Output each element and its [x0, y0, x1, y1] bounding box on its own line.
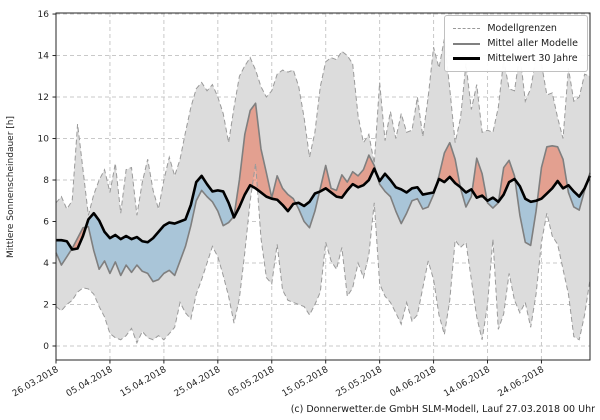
- y-tick-label: 16: [38, 10, 50, 20]
- climate-mean-line: [56, 167, 592, 251]
- y-tick-label: 12: [38, 93, 49, 103]
- legend-item-model-mean: Mittel aller Modelle: [453, 36, 578, 51]
- legend: Modellgrenzen Mittel aller Modelle Mitte…: [444, 15, 588, 72]
- x-tick-label: 04.06.2018: [388, 365, 438, 400]
- legend-item-climate-mean: Mittelwert 30 Jahre: [453, 51, 578, 66]
- y-tick-label: 10: [38, 135, 50, 145]
- band-upper-line: [55, 38, 591, 216]
- legend-label: Mittelwert 30 Jahre: [487, 53, 578, 64]
- x-tick-label: 15.04.2018: [119, 365, 169, 400]
- x-tick-label: 14.06.2018: [442, 365, 492, 400]
- y-tick-label: 0: [43, 342, 49, 352]
- x-tick-label: 26.03.2018: [11, 365, 61, 400]
- y-tick-label: 6: [43, 218, 49, 228]
- x-tick-label: 15.05.2018: [281, 365, 331, 400]
- y-tick-label: 4: [43, 259, 49, 269]
- x-tick-label: 24.06.2018: [496, 365, 546, 400]
- band-lower-line: [55, 163, 591, 345]
- y-tick-label: 8: [43, 176, 49, 186]
- black-line-swatch-icon: [453, 57, 481, 60]
- copyright-text: (c) Donnerwetter.de GmbH SLM-Modell, Lau…: [290, 404, 595, 415]
- gray-line-swatch-icon: [453, 42, 481, 45]
- x-tick-label: 25.05.2018: [335, 365, 385, 400]
- legend-label: Modellgrenzen: [487, 23, 557, 34]
- x-tick-label: 05.04.2018: [65, 365, 115, 400]
- y-tick-label: 14: [38, 52, 50, 62]
- legend-label: Mittel aller Modelle: [487, 38, 578, 49]
- y-tick-label: 2: [43, 301, 49, 311]
- x-tick-label: 25.04.2018: [173, 365, 223, 400]
- plot-border: [55, 12, 591, 361]
- dashed-line-swatch-icon: [453, 28, 481, 29]
- legend-item-model-range: Modellgrenzen: [453, 21, 578, 36]
- model-mean-line: [55, 102, 591, 283]
- y-axis-label: Mittlere Sonnenscheindauer [h]: [6, 116, 16, 258]
- x-tick-label: 05.05.2018: [227, 365, 277, 400]
